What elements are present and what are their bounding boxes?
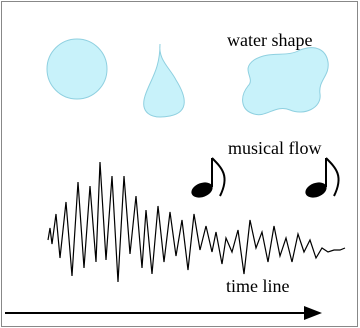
musical-flow-label: musical flow <box>228 138 321 158</box>
time-line-label: time line <box>226 276 289 296</box>
diagram: water shape musical flow time line <box>0 0 360 328</box>
water-circle <box>47 39 107 99</box>
water-shape-label: water shape <box>227 30 312 50</box>
